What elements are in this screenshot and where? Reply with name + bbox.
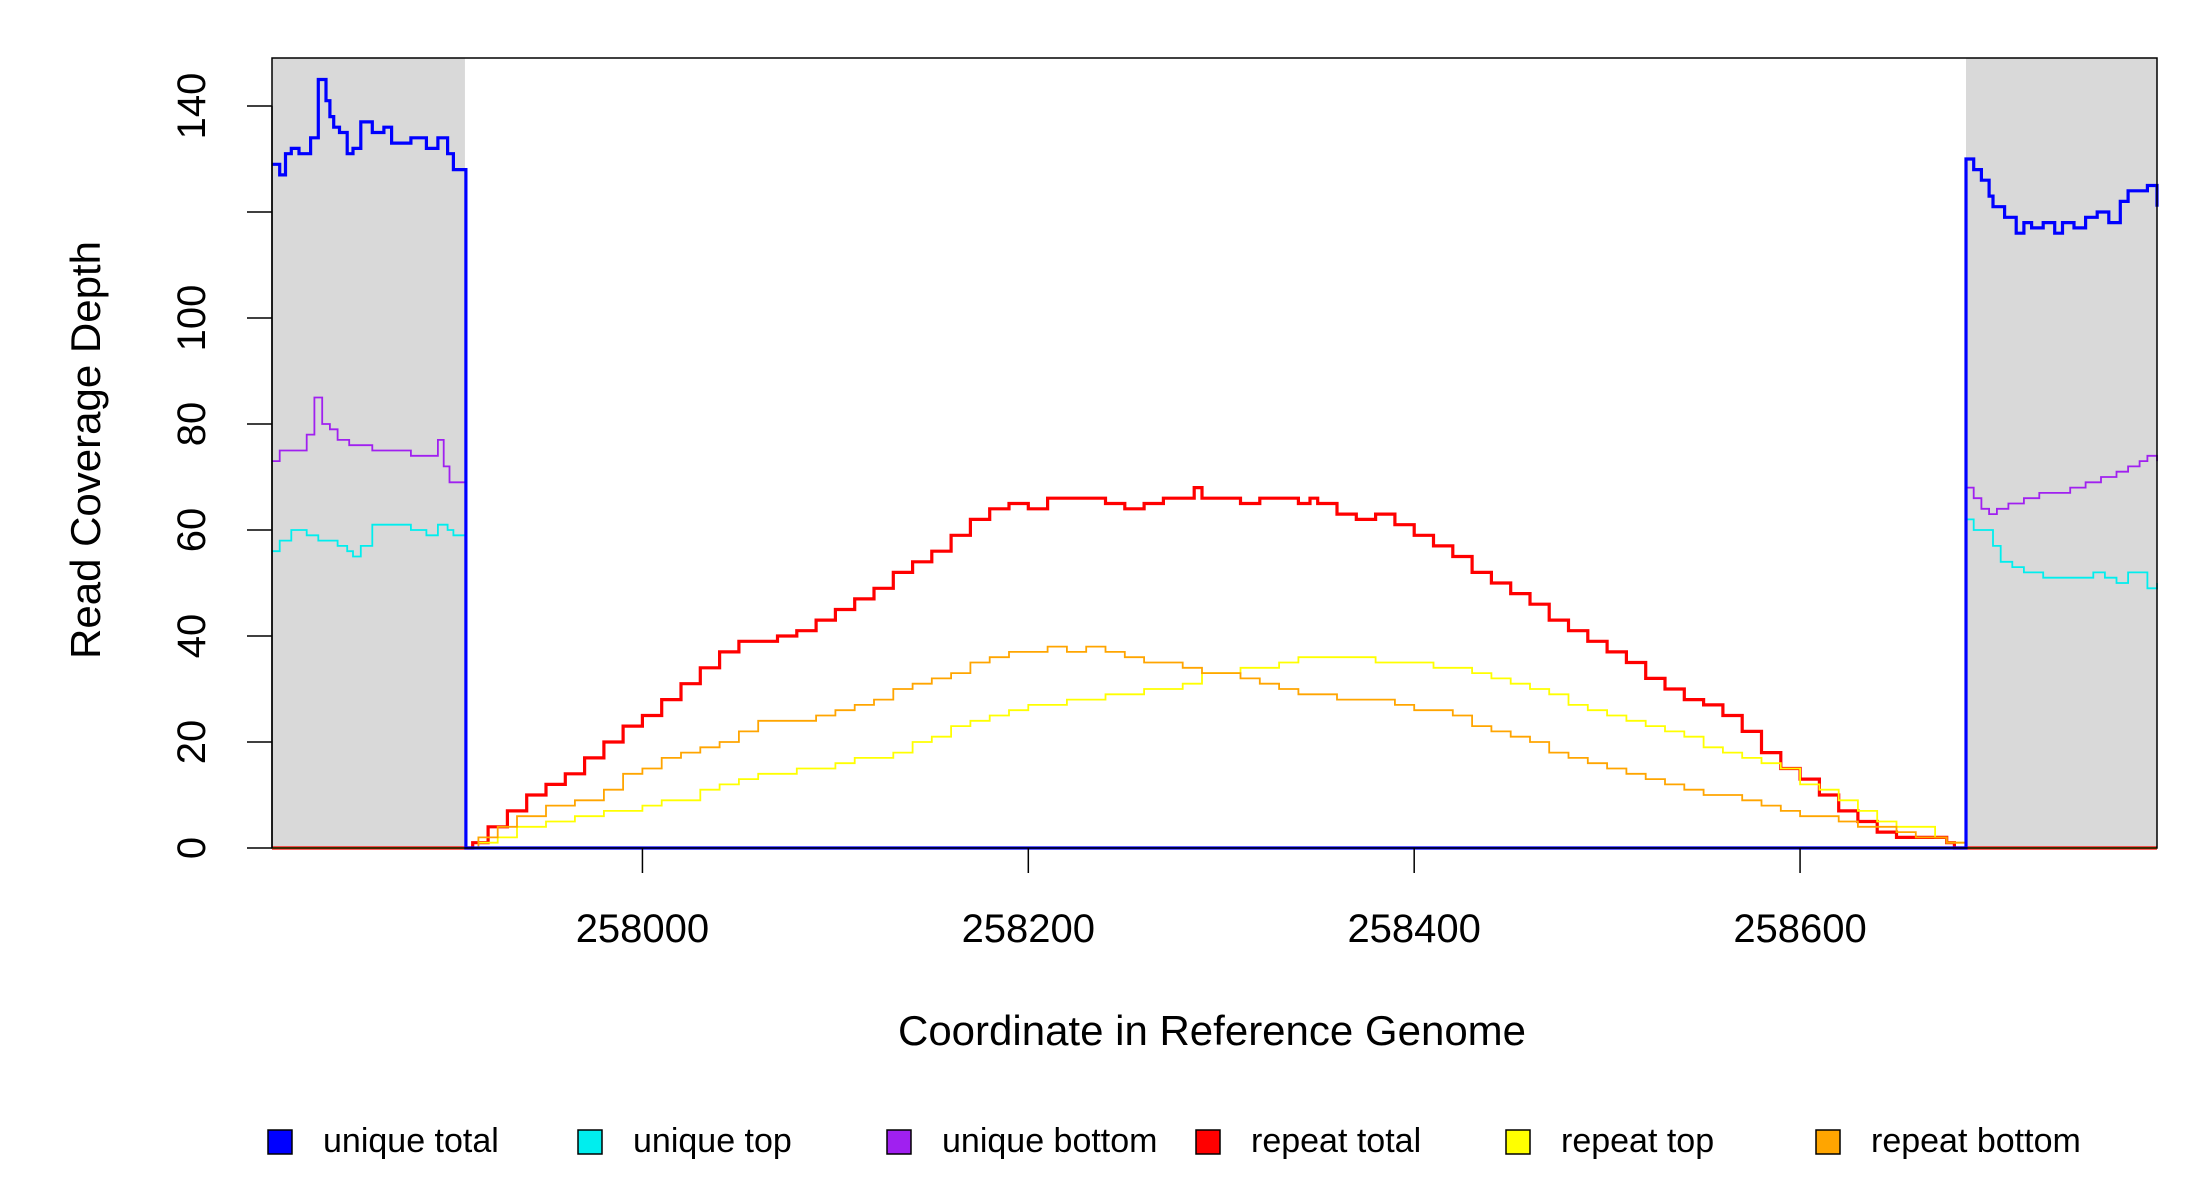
y-axis: 0 20 40 60 80 100 140	[170, 73, 273, 859]
legend-swatch-unique-bottom	[886, 1129, 912, 1155]
legend-swatch-repeat-top	[1505, 1129, 1531, 1155]
y-axis-label: Read Coverage Depth	[62, 241, 109, 659]
y-tick-label: 60	[170, 508, 214, 553]
x-tick-label: 258600	[1733, 907, 1866, 951]
series-line-repeat-total	[272, 486, 2157, 850]
legend-swatch-repeat-bottom	[1815, 1129, 1841, 1155]
legend-label-unique-top: unique top	[633, 1122, 792, 1160]
y-tick-label: 140	[170, 73, 214, 140]
series-line-unique-total	[272, 77, 2159, 850]
y-tick-label: 40	[170, 614, 214, 659]
legend-swatch-repeat-total	[1195, 1129, 1221, 1155]
legend-swatch-unique-total	[267, 1129, 293, 1155]
y-tick-label: 0	[170, 837, 214, 859]
shaded-region-1	[272, 58, 465, 848]
legend-label-repeat-total: repeat total	[1251, 1122, 1421, 1160]
y-tick-label: 100	[170, 285, 214, 352]
y-tick-label: 20	[170, 720, 214, 765]
plot-frame	[271, 57, 2158, 849]
shaded-region-2	[1965, 58, 2157, 848]
legend-label-unique-total: unique total	[323, 1122, 499, 1160]
series-line-repeat-bottom	[272, 645, 2157, 849]
series-line-repeat-top	[272, 656, 2157, 849]
series-line-unique-top	[272, 518, 2158, 849]
series-lines	[272, 77, 2159, 850]
legend-swatch-unique-top	[577, 1129, 603, 1155]
legend-label-repeat-bottom: repeat bottom	[1871, 1122, 2081, 1160]
y-tick-label: 80	[170, 402, 214, 447]
x-axis-label: Coordinate in Reference Genome	[898, 1007, 1526, 1054]
x-tick-label: 258200	[962, 907, 1095, 951]
shaded-regions	[272, 58, 2157, 848]
series-line-unique-bottom	[272, 396, 2158, 849]
legend-label-repeat-top: repeat top	[1561, 1122, 1714, 1160]
legend-label-unique-bottom: unique bottom	[942, 1122, 1158, 1160]
x-tick-label: 258000	[576, 907, 709, 951]
legend: unique total unique top unique bottom repea…	[267, 1122, 2081, 1160]
x-tick-label: 258400	[1347, 907, 1480, 951]
x-axis: 258000 258200 258400 258600	[576, 848, 1867, 951]
